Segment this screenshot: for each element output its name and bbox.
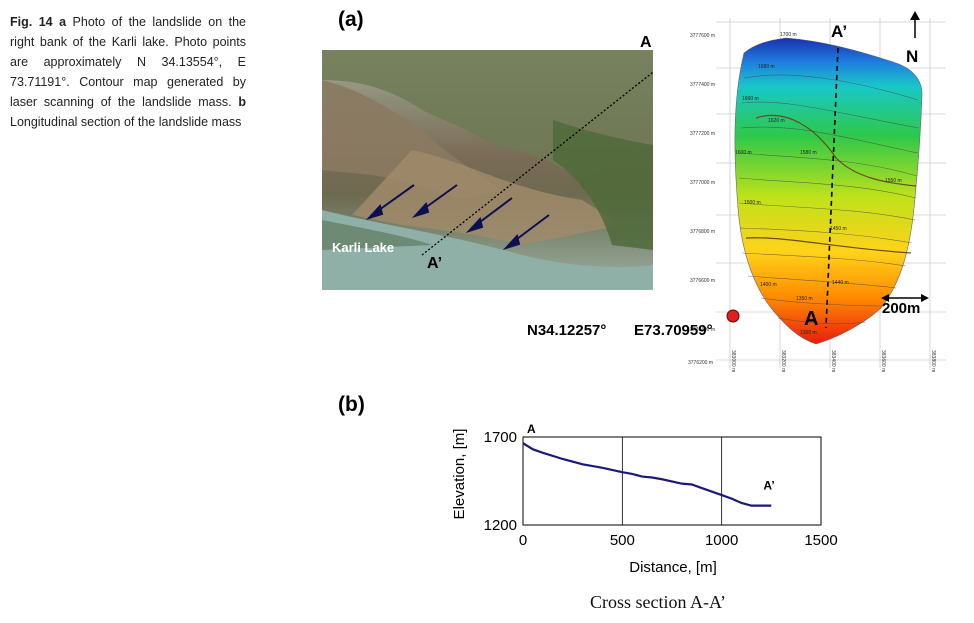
annotation-a: A: [527, 422, 536, 436]
annotation-a-prime: A’: [763, 479, 774, 493]
caption-a-label: a: [59, 15, 67, 29]
landslide-elevation-surface: [734, 37, 923, 345]
map-x-tick: 383200 m: [780, 350, 786, 373]
contour-map: [716, 11, 946, 368]
plot-frame: [522, 436, 822, 526]
map-y-tick: 3777000 m: [690, 180, 716, 186]
x-tick-label: 0: [519, 532, 527, 549]
x-tick-label: 1500: [804, 532, 837, 549]
contour-label: 1400 m: [760, 282, 777, 288]
contour-label: 1300 m: [800, 330, 817, 336]
north-arrow-icon: [910, 11, 920, 38]
photo-point-a: A: [640, 50, 652, 52]
landslide-photo: A A’ Karli Lake: [322, 50, 653, 290]
photo-point-marker: [726, 309, 740, 323]
x-tick-label: 500: [610, 532, 635, 549]
contour-label: 1440 m: [832, 280, 849, 286]
section-line: [825, 47, 839, 329]
photo-drawing: [322, 50, 653, 290]
map-point-a-prime: A’: [831, 22, 848, 41]
north-label: N: [906, 47, 919, 66]
map-y-ticks: 3777600 m 3777400 m 3777200 m 3777000 m …: [690, 12, 715, 355]
panel-a-label: (a): [338, 8, 364, 31]
panel-b-label: (b): [338, 393, 365, 416]
map-x-tick: 383800 m: [930, 350, 936, 373]
photo-point-a-prime: A’: [427, 255, 443, 272]
x-axis-label: Distance, [m]: [629, 559, 717, 576]
contour-label: 1500 m: [744, 200, 761, 206]
contour-lines: [738, 74, 920, 325]
scale-bar: [881, 294, 929, 302]
caption-a-text: Photo of the landslide on the right bank…: [10, 15, 246, 109]
karli-lake-label: Karli Lake: [332, 240, 395, 255]
coord-lon: E73.70959°: [634, 322, 713, 339]
map-x-tick: 383000 m: [730, 350, 736, 373]
cross-section-chart: Elevation, [m] Distance, [m] 0 500 1000 150…: [451, 422, 838, 576]
map-y-tick: 3777400 m: [690, 82, 716, 88]
figure-caption: Fig. 14 a Photo of the landslide on the …: [10, 12, 246, 132]
scale-label: 200m: [882, 300, 921, 317]
fig-label: Fig. 14: [10, 15, 53, 29]
contour-label: 1450 m: [830, 226, 847, 232]
contour-label: 1550 m: [885, 178, 902, 184]
contour-label: 1600 m: [735, 150, 752, 156]
cross-section-caption: Cross section A-A’: [590, 592, 726, 612]
map-y-tick: 3776200 m: [688, 360, 714, 366]
caption-b-label: b: [238, 95, 246, 109]
map-y-tick: 3776800 m: [690, 229, 716, 235]
map-y-tick: 3776600 m: [690, 278, 716, 284]
photo-point-a-top: A: [640, 34, 652, 51]
map-y-tick: 3777600 m: [690, 33, 716, 39]
contour-label: 1350 m: [796, 296, 813, 302]
coord-lat: N34.12257°: [527, 322, 607, 339]
x-tick-label: 1000: [705, 532, 738, 549]
y-tick-label: 1700: [484, 429, 517, 446]
elevation-profile-line: [522, 442, 772, 507]
map-y-tick: 3776400 m: [690, 327, 716, 333]
map-x-tick: 383600 m: [880, 350, 886, 373]
y-axis-label: Elevation, [m]: [451, 429, 468, 520]
caption-b-text: Longitudinal section of the landslide ma…: [10, 115, 242, 129]
map-y-tick: 3777200 m: [690, 131, 716, 137]
map-point-a: A: [804, 308, 819, 330]
contour-label: 1660 m: [742, 96, 759, 102]
contour-label: 1700 m: [780, 32, 797, 38]
contour-label: 1620 m: [768, 118, 785, 124]
index-contours: [745, 114, 917, 254]
y-tick-label: 1200: [484, 517, 517, 534]
map-x-tick: 383400 m: [830, 350, 836, 373]
contour-label: 1680 m: [758, 64, 775, 70]
contour-label: 1580 m: [800, 150, 817, 156]
